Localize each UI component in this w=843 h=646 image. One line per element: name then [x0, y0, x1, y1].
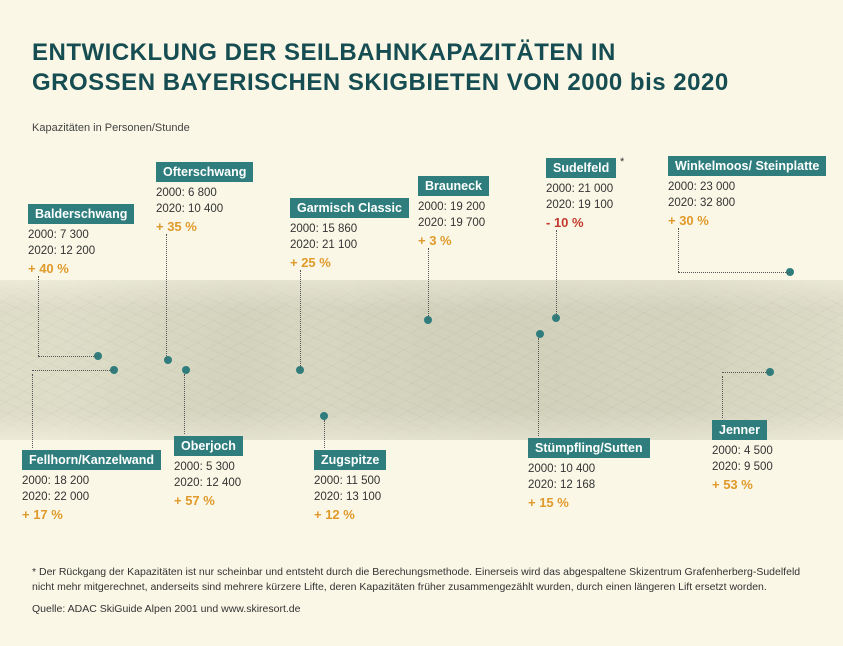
- resort-values: 2000: 6 8002020: 10 400: [156, 186, 253, 217]
- resort-value-2000: 2000: 23 000: [668, 180, 826, 196]
- leader-line: [32, 374, 33, 448]
- resort-values: 2000: 11 5002020: 13 100: [314, 474, 386, 505]
- resort-values: 2000: 5 3002020: 12 400: [174, 460, 243, 491]
- page-title: ENTWICKLUNG DER SEILBAHNKAPAZITÄTEN IN G…: [32, 38, 729, 98]
- resort-name-tag: Zugspitze: [314, 450, 386, 470]
- resort-pct-change: + 40 %: [28, 261, 134, 276]
- map-background: [0, 280, 843, 440]
- resort-name-tag: Sudelfeld: [546, 158, 616, 178]
- resort-block: Jenner2000: 4 5002020: 9 500+ 53 %: [712, 420, 773, 492]
- resort-value-2000: 2000: 4 500: [712, 444, 773, 460]
- leader-line: [722, 372, 770, 373]
- leader-line: [678, 228, 679, 272]
- resort-value-2020: 2020: 32 800: [668, 196, 826, 212]
- resort-value-2020: 2020: 19 100: [546, 198, 616, 214]
- resort-name-tag: Balderschwang: [28, 204, 134, 224]
- resort-marker: [536, 330, 544, 338]
- resort-pct-change: + 30 %: [668, 213, 826, 228]
- resort-block: Winkelmoos/ Steinplatte 2000: 23 0002020:…: [668, 156, 826, 228]
- resort-name-tag: Jenner: [712, 420, 767, 440]
- resort-block: Ofterschwang2000: 6 8002020: 10 400+ 35 …: [156, 162, 253, 234]
- leader-line: [324, 420, 325, 448]
- resort-value-2020: 2020: 19 700: [418, 216, 489, 232]
- resort-block: Stümpfling/Sutten 2000: 10 4002020: 12 16…: [528, 438, 650, 510]
- subtitle: Kapazitäten in Personen/Stunde: [32, 122, 190, 134]
- resort-pct-change: - 10 %: [546, 215, 616, 230]
- source-text: Quelle: ADAC SkiGuide Alpen 2001 und www…: [32, 602, 811, 616]
- leader-line: [166, 234, 167, 360]
- resort-value-2000: 2000: 10 400: [528, 462, 650, 478]
- resort-value-2000: 2000: 11 500: [314, 474, 386, 490]
- resort-value-2000: 2000: 7 300: [28, 228, 134, 244]
- resort-value-2020: 2020: 12 400: [174, 476, 243, 492]
- leader-line: [184, 374, 185, 434]
- resort-pct-change: + 3 %: [418, 233, 489, 248]
- leader-line: [38, 356, 98, 357]
- resort-name-tag: Fellhorn/Kanzelwand: [22, 450, 161, 470]
- leader-line: [538, 338, 539, 436]
- leader-line: [32, 370, 114, 371]
- resort-value-2000: 2000: 6 800: [156, 186, 253, 202]
- resort-name-tag: Ofterschwang: [156, 162, 253, 182]
- title-line-2: GROSSEN BAYERISCHEN SKIGBIETEN VON 2000 …: [32, 68, 729, 98]
- asterisk-icon: *: [620, 156, 624, 168]
- resort-name-tag: Winkelmoos/ Steinplatte: [668, 156, 826, 176]
- resort-pct-change: + 17 %: [22, 507, 161, 522]
- resort-pct-change: + 57 %: [174, 493, 243, 508]
- resort-values: 2000: 21 0002020: 19 100: [546, 182, 616, 213]
- resort-values: 2000: 23 0002020: 32 800: [668, 180, 826, 211]
- title-line-1: ENTWICKLUNG DER SEILBAHNKAPAZITÄTEN IN: [32, 38, 729, 68]
- resort-value-2020: 2020: 10 400: [156, 202, 253, 218]
- resort-pct-change: + 53 %: [712, 477, 773, 492]
- resort-block: Fellhorn/Kanzelwand 2000: 18 2002020: 22 …: [22, 450, 161, 522]
- resort-values: 2000: 4 5002020: 9 500: [712, 444, 773, 475]
- resort-value-2020: 2020: 9 500: [712, 460, 773, 476]
- resort-value-2000: 2000: 5 300: [174, 460, 243, 476]
- resort-values: 2000: 19 2002020: 19 700: [418, 200, 489, 231]
- resort-value-2020: 2020: 22 000: [22, 490, 161, 506]
- resort-block: Sudelfeld*2000: 21 0002020: 19 100- 10 %: [546, 158, 616, 230]
- resort-name-tag: Stümpfling/Sutten: [528, 438, 650, 458]
- resort-value-2020: 2020: 21 100: [290, 238, 409, 254]
- resort-value-2000: 2000: 18 200: [22, 474, 161, 490]
- resort-pct-change: + 25 %: [290, 255, 409, 270]
- resort-values: 2000: 18 2002020: 22 000: [22, 474, 161, 505]
- resort-value-2020: 2020: 12 168: [528, 478, 650, 494]
- footnote-text: * Der Rückgang der Kapazitäten ist nur s…: [32, 565, 811, 593]
- resort-name-tag: Brauneck: [418, 176, 489, 196]
- resort-block: Zugspitze2000: 11 5002020: 13 100+ 12 %: [314, 450, 386, 522]
- leader-line: [722, 376, 723, 418]
- resort-pct-change: + 12 %: [314, 507, 386, 522]
- leader-line: [300, 270, 301, 370]
- resort-marker: [320, 412, 328, 420]
- resort-value-2000: 2000: 19 200: [418, 200, 489, 216]
- infographic-canvas: ENTWICKLUNG DER SEILBAHNKAPAZITÄTEN IN G…: [0, 0, 843, 646]
- resort-value-2020: 2020: 12 200: [28, 244, 134, 260]
- resort-values: 2000: 10 4002020: 12 168: [528, 462, 650, 493]
- resort-block: Oberjoch2000: 5 3002020: 12 400+ 57 %: [174, 436, 243, 508]
- resort-pct-change: + 35 %: [156, 219, 253, 234]
- leader-line: [428, 248, 429, 320]
- resort-value-2000: 2000: 21 000: [546, 182, 616, 198]
- resort-values: 2000: 15 8602020: 21 100: [290, 222, 409, 253]
- leader-line: [556, 230, 557, 318]
- resort-values: 2000: 7 3002020: 12 200: [28, 228, 134, 259]
- resort-value-2000: 2000: 15 860: [290, 222, 409, 238]
- resort-name-tag: Oberjoch: [174, 436, 243, 456]
- resort-block: Garmisch Classic 2000: 15 8602020: 21 100…: [290, 198, 409, 270]
- resort-name-tag: Garmisch Classic: [290, 198, 409, 218]
- leader-line: [38, 276, 39, 356]
- resort-marker: [182, 366, 190, 374]
- resort-block: Brauneck2000: 19 2002020: 19 700+ 3 %: [418, 176, 489, 248]
- footnote-block: * Der Rückgang der Kapazitäten ist nur s…: [32, 565, 811, 616]
- leader-line: [678, 272, 790, 273]
- resort-block: Balderschwang2000: 7 3002020: 12 200+ 40…: [28, 204, 134, 276]
- resort-pct-change: + 15 %: [528, 495, 650, 510]
- resort-value-2020: 2020: 13 100: [314, 490, 386, 506]
